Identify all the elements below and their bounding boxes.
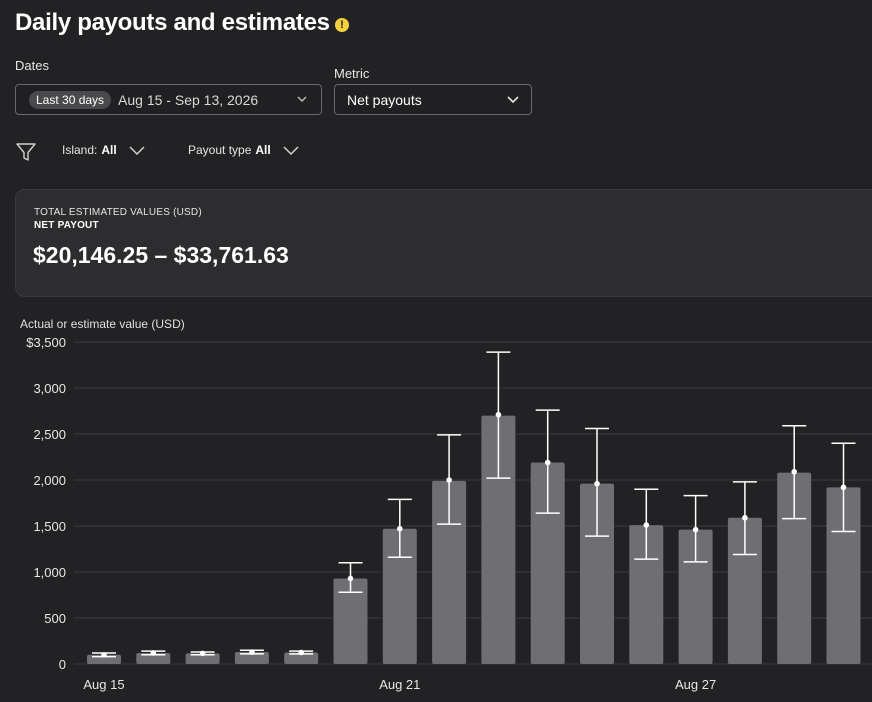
date-range-select[interactable]: Last 30 days Aug 15 - Sep 13, 2026 [15, 84, 322, 115]
filter-icon[interactable] [15, 141, 37, 163]
estimate-point [643, 522, 650, 528]
bar [580, 483, 614, 664]
estimate-point [150, 650, 157, 656]
island-filter-value: All [101, 143, 117, 157]
estimate-point [495, 411, 502, 418]
estimate-point [397, 525, 403, 532]
dates-label: Dates [15, 58, 49, 73]
y-tick-label: 3,000 [33, 381, 66, 396]
y-tick-label: 1,000 [33, 565, 66, 580]
metric-label: Metric [334, 66, 370, 81]
totals-value: $20,146.25 – $33,761.63 [33, 242, 289, 268]
info-icon[interactable]: ! [335, 18, 349, 32]
x-tick-label: Aug 27 [675, 677, 716, 692]
x-tick-label: Aug 21 [379, 677, 420, 692]
y-tick-label: 2,000 [33, 473, 66, 488]
y-tick-label: 0 [59, 657, 66, 672]
bar [185, 653, 220, 664]
payout-type-filter-label: Payout type [188, 143, 252, 157]
totals-caption: TOTAL ESTIMATED VALUES (USD) [34, 207, 202, 218]
estimate-point [594, 480, 600, 487]
bar [678, 529, 713, 664]
y-tick-label: $3,500 [26, 335, 66, 350]
metric-value: Net payouts [347, 91, 422, 108]
island-filter[interactable]: Island: All [62, 139, 145, 161]
bar [136, 652, 171, 664]
estimate-point [347, 575, 354, 582]
chevron-down-icon [283, 146, 299, 155]
totals-card: TOTAL ESTIMATED VALUES (USD) NET PAYOUT … [15, 189, 872, 297]
chevron-down-icon [129, 146, 145, 155]
estimate-point [199, 650, 206, 657]
bar [284, 652, 319, 664]
island-filter-label: Island: [62, 143, 98, 157]
chevron-down-icon [507, 96, 519, 104]
estimate-point [791, 468, 797, 475]
range-chip: Last 30 days [29, 90, 112, 109]
estimate-point [446, 477, 452, 483]
estimate-point [742, 514, 748, 521]
payout-type-filter-value: All [255, 143, 271, 157]
payout-type-filter[interactable]: Payout type All [188, 139, 299, 161]
x-tick-label: Aug 15 [83, 677, 124, 692]
payouts-chart: 0 500 1,000 1,500 2,000 2,500 3,000 $3,500 Aug 1… [26, 335, 872, 692]
estimate-point [101, 652, 107, 658]
date-range-text: Aug 15 - Sep 13, 2026 [118, 91, 259, 108]
totals-metric: NET PAYOUT [34, 220, 99, 231]
estimate-point [298, 649, 305, 656]
estimate-point [840, 484, 847, 491]
bar [432, 480, 467, 664]
page-title: Daily payouts and estimates [15, 9, 330, 36]
bar [333, 578, 368, 664]
bar [777, 472, 812, 664]
chart-y-axis-label: Actual or estimate value (USD) [20, 317, 185, 331]
estimate-point [544, 459, 551, 466]
estimate-point [692, 526, 699, 533]
y-tick-label: 2,500 [33, 427, 66, 442]
y-tick-label: 1,500 [33, 519, 66, 534]
y-tick-label: 500 [44, 611, 66, 626]
bar [234, 652, 269, 664]
bar [382, 528, 417, 664]
metric-select[interactable]: Net payouts [334, 84, 532, 115]
estimate-point [249, 649, 255, 655]
chevron-down-icon [297, 96, 307, 102]
